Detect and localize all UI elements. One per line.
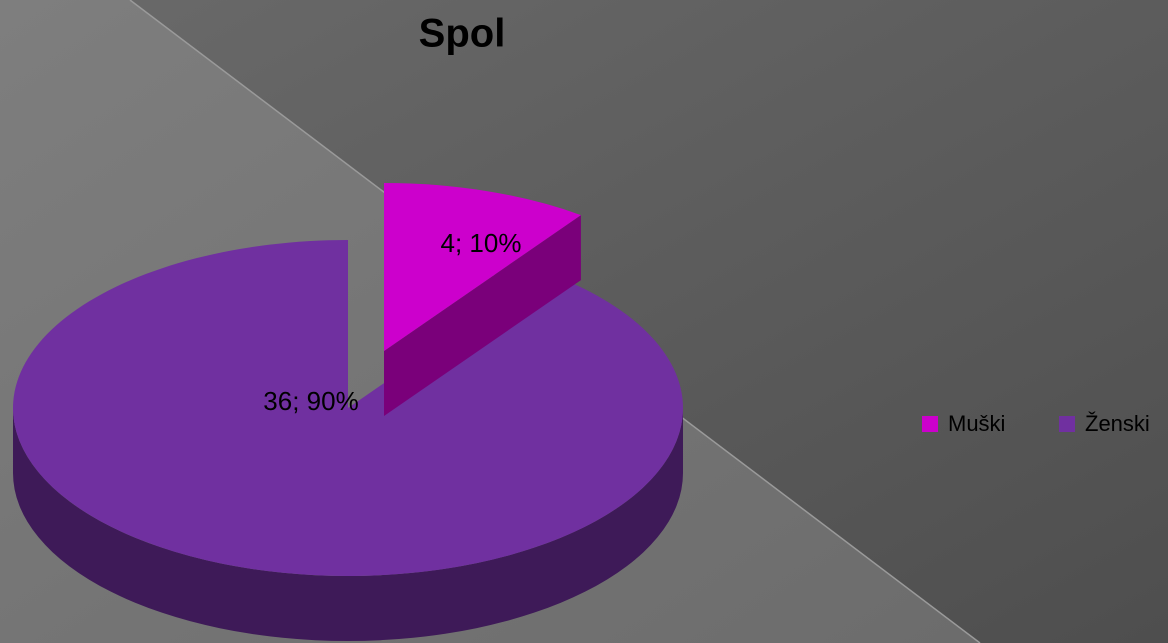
data-labels: 4; 10% 36; 90% (263, 228, 521, 416)
chart-title: Spol (419, 12, 506, 56)
legend-swatch (922, 416, 938, 432)
slice-face (384, 215, 581, 416)
slice (384, 183, 581, 351)
legend: Muški Ženski (922, 411, 1150, 436)
data-label: 4; 10% (441, 228, 522, 258)
legend-label: Muški (948, 411, 1005, 436)
legend-label: Ženski (1085, 411, 1150, 436)
data-label: 36; 90% (263, 386, 358, 416)
pie (13, 183, 684, 641)
legend-swatch (1059, 416, 1075, 432)
slice-side (13, 408, 683, 641)
